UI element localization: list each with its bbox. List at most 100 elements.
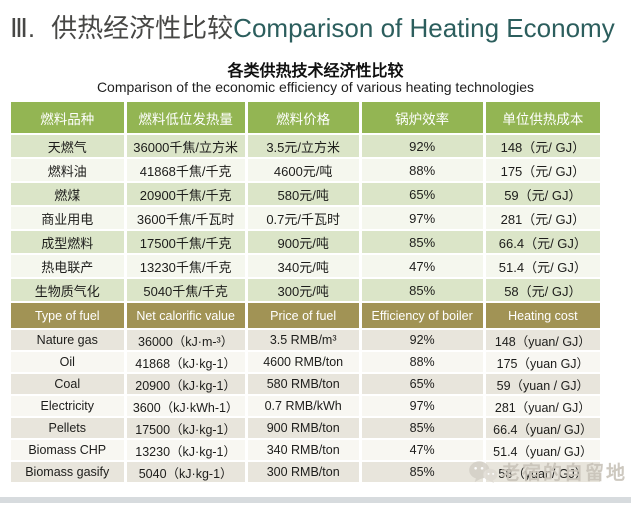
header-cell: Type of fuel — [11, 303, 124, 328]
value-cell: 41868千焦/千克 — [126, 159, 245, 181]
table-row: Nature gas 36000（kJ·m-³） 3.5 RMB/m³ 92% 148（… — [11, 330, 600, 350]
page-title: Ⅲ. 供热经济性比较Comparison of Heating Economy — [10, 13, 615, 43]
value-cell: 58（yuan/ GJ） — [485, 462, 600, 482]
value-cell: 36000（kJ·m-³） — [126, 330, 245, 350]
value-cell: 300 RMB/ton — [247, 462, 359, 482]
value-cell: 175（元/ GJ） — [485, 159, 600, 181]
fuel-name-cell: 燃料油 — [11, 159, 124, 181]
table-row: 燃煤 20900千焦/千克 580元/吨 65% 59（元/ GJ） — [11, 183, 600, 205]
value-cell: 281（yuan/ GJ） — [485, 396, 600, 416]
value-cell: 148（yuan/ GJ） — [485, 330, 600, 350]
value-cell: 340 RMB/ton — [247, 440, 359, 460]
value-cell: 58（元/ GJ） — [485, 279, 600, 301]
watermark-text: 老宿的自留地 — [500, 463, 627, 484]
fuel-name-cell: 天燃气 — [11, 135, 124, 157]
header-cell: 燃料低位发热量 — [126, 102, 245, 133]
header-cell: 单位供热成本 — [485, 102, 600, 133]
table-row: 生物质气化 5040千焦/千克 300元/吨 85% 58（元/ GJ） — [11, 279, 600, 301]
value-cell: 0.7元/千瓦时 — [247, 207, 359, 229]
header-cell: Efficiency of boiler — [361, 303, 483, 328]
fuel-name-cell: Pellets — [11, 418, 124, 438]
fuel-name-cell: Biomass CHP — [11, 440, 124, 460]
value-cell: 13230（kJ·kg-1） — [126, 440, 245, 460]
value-cell: 85% — [361, 279, 483, 301]
value-cell: 580元/吨 — [247, 183, 359, 205]
fuel-name-cell: Electricity — [11, 396, 124, 416]
fuel-name-cell: 热电联产 — [11, 255, 124, 277]
fuel-name-cell: Nature gas — [11, 330, 124, 350]
comparison-table: 燃料品种 燃料低位发热量 燃料价格 锅炉效率 单位供热成本 天燃气 36000千焦/立方米… — [8, 100, 603, 484]
header-cell: Price of fuel — [247, 303, 359, 328]
value-cell: 900元/吨 — [247, 231, 359, 253]
zh-rows: 天燃气 36000千焦/立方米 3.5元/立方米 92% 148（元/ GJ） 燃料油 41… — [11, 135, 600, 301]
value-cell: 66.4（元/ GJ） — [485, 231, 600, 253]
value-cell: 51.4（元/ GJ） — [485, 255, 600, 277]
value-cell: 580 RMB/ton — [247, 374, 359, 394]
value-cell: 85% — [361, 462, 483, 482]
table-caption-en: Comparison of the economic efficiency of… — [96, 79, 535, 95]
page-title-zh: 供热经济性比较 — [51, 13, 234, 43]
table-row: 商业用电 3600千焦/千瓦时 0.7元/千瓦时 97% 281（元/ GJ） — [11, 207, 600, 229]
wechat-icon — [469, 460, 498, 483]
value-cell: 13230千焦/千克 — [126, 255, 245, 277]
value-cell: 88% — [361, 159, 483, 181]
value-cell: 59（元/ GJ） — [485, 183, 600, 205]
value-cell: 3600（kJ·kWh-1） — [126, 396, 245, 416]
header-cell: 燃料品种 — [11, 102, 124, 133]
value-cell: 65% — [361, 374, 483, 394]
header-cell: 锅炉效率 — [361, 102, 483, 133]
header-cell: Heating cost — [485, 303, 600, 328]
value-cell: 5040千焦/千克 — [126, 279, 245, 301]
value-cell: 66.4（yuan/ GJ） — [485, 418, 600, 438]
value-cell: 340元/吨 — [247, 255, 359, 277]
value-cell: 17500（kJ·kg-1） — [126, 418, 245, 438]
table-row: 天燃气 36000千焦/立方米 3.5元/立方米 92% 148（元/ GJ） — [11, 135, 600, 157]
header-cell: Net calorific value — [126, 303, 245, 328]
table-row: Coal 20900（kJ·kg-1） 580 RMB/ton 65% 59（yuan … — [11, 374, 600, 394]
value-cell: 148（元/ GJ） — [485, 135, 600, 157]
watermark: 老宿的自留地 — [468, 458, 627, 485]
table-row: Biomass CHP 13230（kJ·kg-1） 340 RMB/ton 47% 5… — [11, 440, 600, 460]
value-cell: 36000千焦/立方米 — [126, 135, 245, 157]
table-row: 燃料油 41868千焦/千克 4600元/吨 88% 175（元/ GJ） — [11, 159, 600, 181]
value-cell: 85% — [361, 418, 483, 438]
value-cell: 59（yuan / GJ） — [485, 374, 600, 394]
value-cell: 97% — [361, 396, 483, 416]
fuel-name-cell: Coal — [11, 374, 124, 394]
fuel-name-cell: 燃煤 — [11, 183, 124, 205]
value-cell: 3.5元/立方米 — [247, 135, 359, 157]
value-cell: 41868（kJ·kg-1） — [126, 352, 245, 372]
value-cell: 92% — [361, 135, 483, 157]
section-numeral: Ⅲ. — [10, 13, 36, 43]
zh-header-row: 燃料品种 燃料低位发热量 燃料价格 锅炉效率 单位供热成本 — [11, 102, 600, 133]
value-cell: 281（元/ GJ） — [485, 207, 600, 229]
value-cell: 300元/吨 — [247, 279, 359, 301]
en-header-row: Type of fuel Net calorific value Price of … — [11, 303, 600, 328]
table-row: Oil 41868（kJ·kg-1） 4600 RMB/ton 88% 175（yuan… — [11, 352, 600, 372]
table-row: Biomass gasify 5040（kJ·kg-1） 300 RMB/ton 85… — [11, 462, 600, 482]
value-cell: 47% — [361, 255, 483, 277]
value-cell: 4600 RMB/ton — [247, 352, 359, 372]
value-cell: 20900（kJ·kg-1） — [126, 374, 245, 394]
header-cell: 燃料价格 — [247, 102, 359, 133]
fuel-name-cell: 商业用电 — [11, 207, 124, 229]
table-row: 热电联产 13230千焦/千克 340元/吨 47% 51.4（元/ GJ） — [11, 255, 600, 277]
value-cell: 65% — [361, 183, 483, 205]
table-row: Pellets 17500（kJ·kg-1） 900 RMB/ton 85% 66.4（… — [11, 418, 600, 438]
fuel-name-cell: Oil — [11, 352, 124, 372]
value-cell: 97% — [361, 207, 483, 229]
value-cell: 47% — [361, 440, 483, 460]
value-cell: 900 RMB/ton — [247, 418, 359, 438]
value-cell: 0.7 RMB/kWh — [247, 396, 359, 416]
bottom-strip — [0, 497, 631, 503]
table-row: 成型燃料 17500千焦/千克 900元/吨 85% 66.4（元/ GJ） — [11, 231, 600, 253]
value-cell: 175（yuan GJ） — [485, 352, 600, 372]
value-cell: 5040（kJ·kg-1） — [126, 462, 245, 482]
en-rows: Nature gas 36000（kJ·m-³） 3.5 RMB/m³ 92% 148（… — [11, 330, 600, 482]
value-cell: 3.5 RMB/m³ — [247, 330, 359, 350]
value-cell: 51.4（yuan/ GJ） — [485, 440, 600, 460]
value-cell: 85% — [361, 231, 483, 253]
fuel-name-cell: Biomass gasify — [11, 462, 124, 482]
fuel-name-cell: 生物质气化 — [11, 279, 124, 301]
table-row: Electricity 3600（kJ·kWh-1） 0.7 RMB/kWh 97% 2… — [11, 396, 600, 416]
